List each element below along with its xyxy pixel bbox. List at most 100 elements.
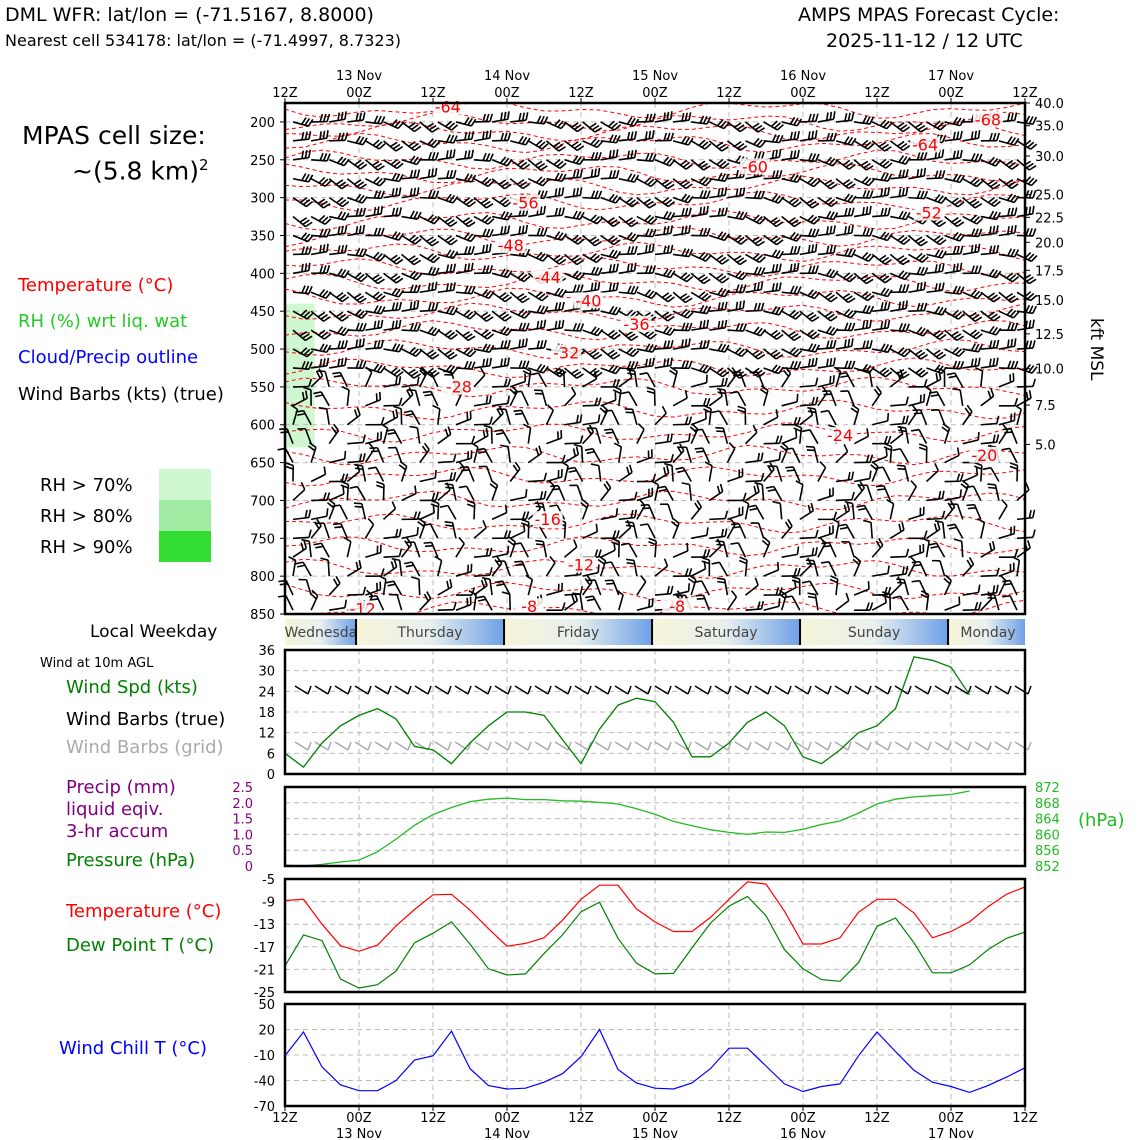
wind-barb-flag bbox=[512, 542, 522, 546]
wind-barb-flag bbox=[670, 132, 675, 141]
wind-barb-flag bbox=[946, 523, 956, 527]
wind-barb bbox=[654, 111, 673, 123]
wind-barb-flag bbox=[820, 560, 830, 564]
wind-barb-staff bbox=[473, 594, 477, 611]
wind-barb bbox=[317, 370, 330, 388]
wind-barb-flag bbox=[793, 245, 798, 255]
wind-barb-flag bbox=[615, 135, 621, 144]
wind-barb bbox=[546, 187, 565, 199]
wind-barb-flag bbox=[916, 282, 920, 291]
wind-barb bbox=[998, 549, 1019, 559]
wind-barb bbox=[292, 347, 314, 358]
wind-barb bbox=[962, 153, 983, 163]
wind-barb-flag bbox=[1027, 292, 1035, 300]
wind-barb bbox=[530, 372, 548, 388]
wind-barb-staff bbox=[396, 594, 403, 611]
wind-barb bbox=[998, 574, 1007, 596]
wind-barb-flag bbox=[702, 115, 708, 124]
wind-barb-flag bbox=[833, 132, 838, 141]
wind-barb-flag bbox=[824, 179, 833, 186]
weekday-band bbox=[504, 619, 653, 645]
wind-barb-staff bbox=[761, 484, 765, 501]
wind-barb bbox=[928, 390, 946, 407]
wind-barb bbox=[455, 262, 474, 275]
wind-barb-flag bbox=[1025, 115, 1031, 124]
wind-barb-staff bbox=[437, 176, 454, 180]
wind-barb bbox=[835, 272, 857, 283]
wind-barb-flag bbox=[559, 162, 567, 169]
wind-barb-flag bbox=[824, 196, 833, 204]
wind-barb-flag bbox=[575, 156, 582, 164]
wind-barb-flag bbox=[434, 167, 438, 177]
wind-barb-flag bbox=[1014, 404, 1022, 410]
wind-barb-flag bbox=[718, 275, 727, 282]
wind-barb-flag bbox=[590, 151, 595, 161]
wind-barb-flag bbox=[941, 170, 946, 179]
wind-barb-staff bbox=[600, 215, 614, 228]
wind-barb-flag bbox=[995, 212, 1002, 220]
wind-barb-flag bbox=[898, 523, 902, 532]
wind-barb bbox=[347, 112, 366, 123]
wind-barb-flag bbox=[626, 150, 630, 159]
wind-barb-flag bbox=[684, 207, 689, 216]
wind-barb-flag bbox=[576, 145, 585, 152]
wind-barb-flag bbox=[1032, 319, 1035, 328]
wind-barb bbox=[889, 425, 904, 445]
wind-barb-flag bbox=[958, 350, 966, 357]
wind-barb bbox=[791, 575, 801, 596]
wind-barb-flag bbox=[914, 122, 923, 129]
wind-barb-flag bbox=[716, 543, 725, 546]
wind-barb-flag bbox=[343, 450, 347, 459]
wind-barb-flag bbox=[952, 131, 956, 140]
wind-barb-flag bbox=[632, 350, 640, 358]
wind-barb-staff bbox=[364, 371, 373, 388]
wind-barb-flag bbox=[661, 405, 667, 414]
wind-barb-flag bbox=[785, 466, 794, 469]
wind-barb-flag bbox=[607, 329, 615, 336]
wind-barb bbox=[691, 397, 711, 407]
wind-barb-flag bbox=[633, 509, 638, 518]
wind-barb-flag bbox=[759, 217, 766, 225]
wind-barb-staff bbox=[792, 466, 801, 482]
wind-barb-flag bbox=[753, 282, 757, 291]
wind-barb-flag bbox=[521, 322, 527, 331]
temperature-contour bbox=[284, 376, 1026, 398]
wind-barb-flag bbox=[987, 445, 996, 448]
wind-barb-flag bbox=[956, 174, 962, 182]
wind-barb-flag bbox=[827, 198, 836, 206]
wind-barb-flag bbox=[1005, 178, 1014, 185]
wind-barb-flag bbox=[721, 146, 729, 152]
wind-barb-flag bbox=[434, 190, 440, 199]
wind-barb bbox=[625, 558, 638, 577]
wind-barb bbox=[620, 391, 638, 407]
wind-barb-flag bbox=[664, 181, 672, 188]
wind-barb-flag bbox=[791, 575, 800, 580]
wind-barb bbox=[799, 228, 820, 238]
wind-barb-flag bbox=[360, 275, 368, 283]
wind-barb-flag bbox=[977, 130, 981, 139]
legend-barbs-true: Wind Barbs (true) bbox=[66, 709, 226, 730]
wind-barb-staff bbox=[727, 176, 744, 180]
wind-barb bbox=[636, 574, 647, 596]
wind-barb-flag bbox=[1010, 322, 1015, 331]
wind-barb bbox=[801, 580, 819, 596]
wind-barb-flag bbox=[734, 140, 742, 147]
wind-barb-flag bbox=[431, 492, 436, 501]
wind-barb-flag bbox=[651, 243, 655, 252]
wind-barb-flag bbox=[880, 231, 887, 239]
wind-barb-flag bbox=[285, 465, 294, 470]
wind-barb-staff bbox=[980, 441, 997, 445]
wind-barb bbox=[497, 408, 511, 425]
wind-barb bbox=[768, 465, 783, 482]
wind-barb-flag bbox=[378, 391, 382, 400]
wind-barb-flag bbox=[409, 346, 416, 354]
wind-barb-staff bbox=[347, 441, 364, 445]
wind-barb-flag bbox=[832, 225, 836, 234]
wind-barb bbox=[365, 319, 384, 331]
wind-barb-flag bbox=[666, 433, 670, 443]
wind-barb-staff bbox=[890, 176, 907, 180]
wind-barb-flag bbox=[448, 194, 456, 203]
wind-barb-staff bbox=[664, 486, 674, 501]
wind-barb-flag bbox=[579, 157, 586, 165]
wind-barb bbox=[564, 414, 583, 426]
